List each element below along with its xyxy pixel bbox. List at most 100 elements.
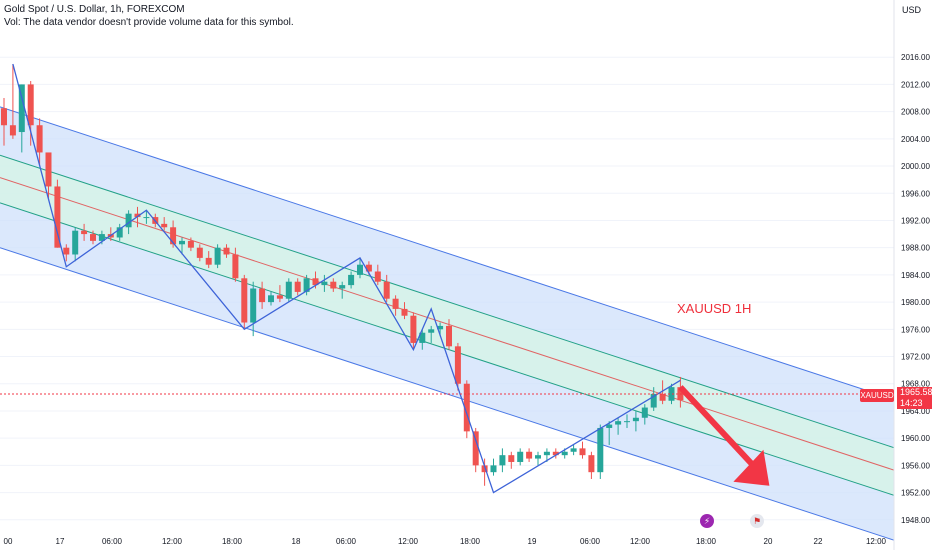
time-tick-label: 20 [764, 537, 773, 546]
candle-body [588, 455, 595, 473]
time-tick-label: 06:00 [102, 537, 123, 546]
price-tick-label: 1948.00 [901, 516, 930, 525]
channel-inner-lower-line [0, 202, 895, 496]
candle-body [499, 455, 506, 466]
channel-mid-line [0, 177, 895, 471]
last-price-tag: 1965.58 14:23 [897, 387, 932, 409]
candle [276, 285, 283, 303]
candle [285, 278, 292, 303]
channel-lower-line [0, 247, 895, 541]
candle [570, 444, 577, 456]
price-tick-label: 1960.00 [901, 434, 930, 443]
candle [54, 179, 61, 248]
candle [294, 278, 301, 296]
price-tick-label: 1968.00 [901, 380, 930, 389]
candle-body [27, 84, 34, 126]
time-tick-label: 17 [56, 537, 65, 546]
currency-label: USD [902, 5, 922, 15]
candle-body [1, 108, 7, 126]
candle [81, 223, 88, 241]
candle-body [259, 288, 266, 303]
price-axis[interactable]: 2016.00 2012.00 2008.00 2004.00 2000.00 1996.… [893, 0, 930, 550]
candle-body [250, 288, 257, 323]
candle [419, 329, 426, 350]
candle [463, 380, 470, 439]
candle-body [276, 295, 283, 299]
candle-body [241, 278, 248, 323]
candle [428, 325, 435, 343]
candle-body [223, 247, 230, 255]
price-tick-label: 2004.00 [901, 135, 930, 144]
zigzag-line [12, 63, 681, 494]
lightning-icon[interactable]: ⚡ [700, 514, 714, 528]
candle-body [383, 281, 390, 299]
candle-body [116, 227, 123, 238]
candle-body [81, 230, 88, 235]
price-tick-label: 1964.00 [901, 407, 930, 416]
candle-body [401, 308, 408, 316]
us-flag-icon[interactable]: ⚑ [750, 514, 764, 528]
candle [63, 244, 70, 262]
price-tick-label: 2016.00 [901, 53, 930, 62]
channel-inner-band [0, 155, 894, 496]
candle-body [196, 247, 203, 258]
time-tick-label: 22 [814, 537, 823, 546]
candle [205, 251, 212, 269]
candle [606, 421, 613, 445]
candle-body [214, 247, 221, 265]
time-axis[interactable]: 00 17 06:00 12:00 18:00 18 06:00 12:00 18:00 19 06… [4, 537, 887, 546]
candle [330, 278, 337, 292]
candle-body [463, 383, 470, 432]
price-tick-label: 2008.00 [901, 108, 930, 117]
candle-body [419, 332, 426, 343]
candle [187, 237, 194, 252]
candle [552, 448, 559, 459]
candle-body [45, 152, 52, 187]
candle-body [606, 424, 613, 428]
channel-inner-upper-line [0, 154, 895, 449]
candle [223, 244, 230, 258]
chart-annotation: XAUUSD 1H [677, 301, 752, 316]
zigzag-pattern [12, 63, 681, 494]
channel-upper-line [0, 106, 895, 400]
candle [303, 274, 310, 296]
price-tick-label: 2012.00 [901, 80, 930, 89]
candle [27, 81, 34, 146]
symbol-tag: XAUUSD [860, 389, 894, 402]
candle [597, 424, 604, 479]
candle-body [268, 295, 274, 303]
regression-channel [0, 106, 895, 541]
candle-body [615, 421, 622, 425]
price-tick-label: 1984.00 [901, 271, 930, 280]
time-tick-label: 18 [292, 537, 301, 546]
candle-body [321, 281, 328, 286]
candle [659, 380, 666, 405]
price-tick-label: 1988.00 [901, 244, 930, 253]
candle [517, 448, 524, 466]
candle-body [348, 274, 355, 286]
candle-body [72, 230, 79, 255]
candle-body [579, 448, 586, 456]
candle-body [357, 264, 363, 275]
candle [36, 118, 43, 167]
candle [374, 264, 381, 286]
candle [615, 417, 622, 435]
candle-body [597, 427, 604, 473]
candle-body [187, 240, 194, 248]
candle-body [365, 264, 372, 272]
candle-body [410, 315, 417, 343]
candle [259, 281, 266, 309]
candle-body [508, 455, 515, 462]
candle [472, 427, 479, 473]
time-tick-label: 19 [528, 537, 537, 546]
candle-body [632, 417, 639, 422]
candle [535, 451, 541, 466]
candle [624, 414, 630, 428]
candle [668, 383, 675, 405]
time-tick-label: 12:00 [398, 537, 419, 546]
candle-body [312, 278, 319, 286]
candle [508, 451, 515, 469]
candle [357, 257, 363, 279]
candle [526, 448, 533, 462]
